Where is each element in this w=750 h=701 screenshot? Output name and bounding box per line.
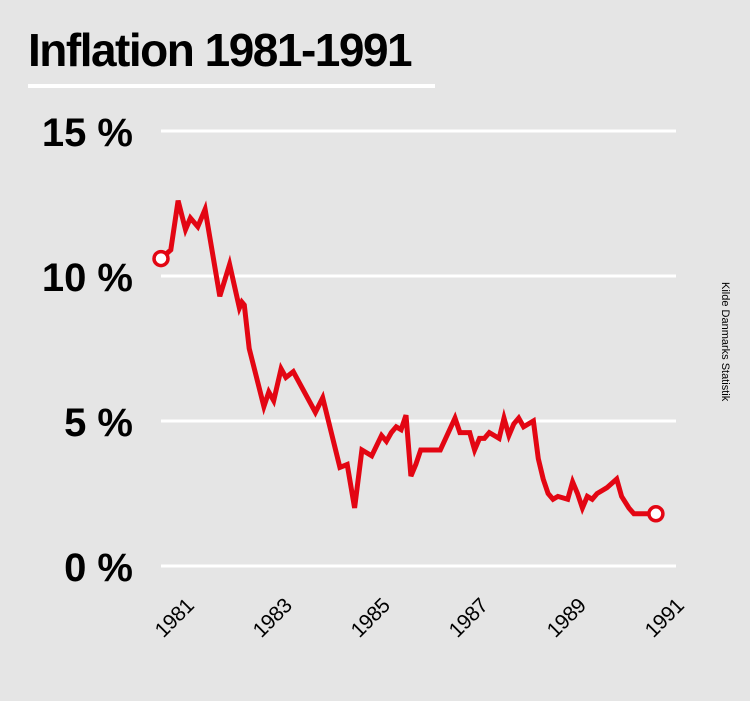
end-point-marker [647, 505, 665, 523]
start-point-marker [152, 249, 170, 268]
source-note: Kilde Danmarks Statistik [719, 282, 731, 402]
y-tick-label: 10 % [42, 256, 133, 300]
title-underline [28, 84, 435, 88]
y-axis-tick-labels: 0 % 5 % 10 % 15 % [42, 111, 133, 590]
y-tick-label: 0 % [64, 546, 133, 590]
y-tick-label: 15 % [42, 111, 133, 155]
y-tick-label: 5 % [64, 401, 133, 445]
chart-title-block: Inflation 1981-1991 [28, 24, 435, 88]
chart-title: Inflation 1981-1991 [28, 24, 412, 76]
inflation-line [159, 199, 656, 517]
series-inflation [152, 199, 665, 523]
grid-lines [161, 129, 676, 568]
